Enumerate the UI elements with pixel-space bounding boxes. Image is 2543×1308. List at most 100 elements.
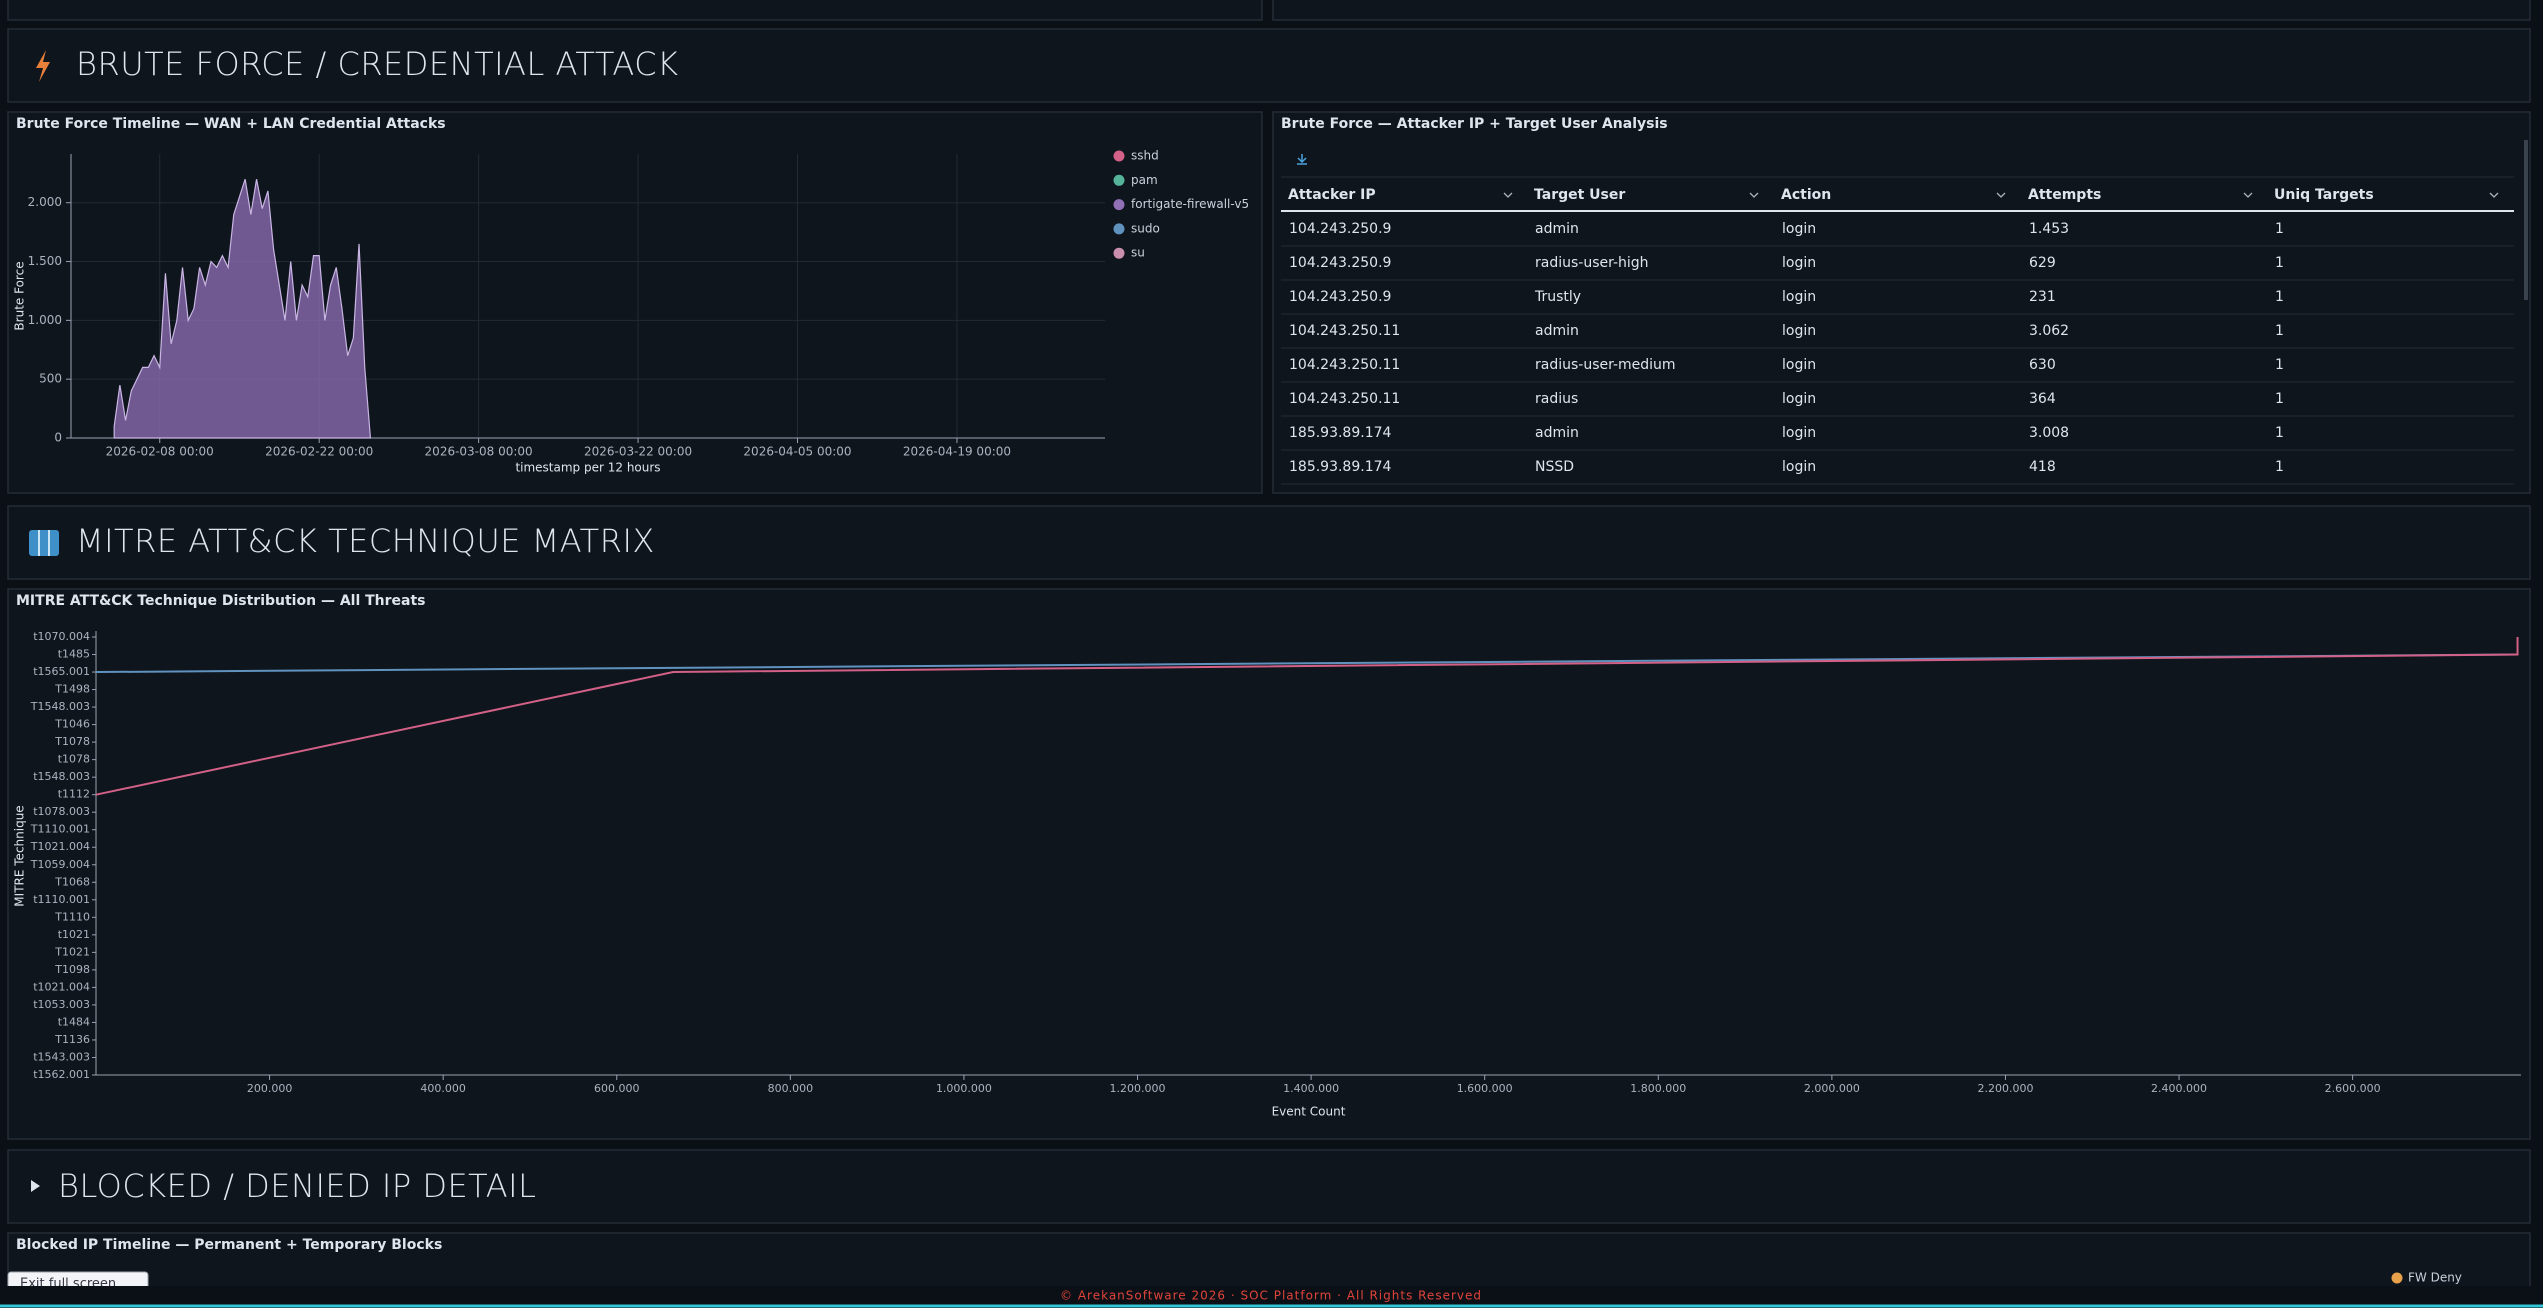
table-cell: 1 xyxy=(2275,459,2284,475)
table-cell: 1 xyxy=(2275,289,2284,305)
panel-title: MITRE ATT&CK Technique Distribution — Al… xyxy=(16,593,426,609)
x-tick-label: 800.000 xyxy=(768,1082,814,1095)
x-tick-label: 200.000 xyxy=(247,1082,293,1095)
y-tick-label: t1548.003 xyxy=(33,770,90,783)
legend-label: FW Deny xyxy=(2408,1271,2462,1285)
y-tick-label: T1021 xyxy=(54,945,90,958)
legend-label: fortigate-firewall-v5 xyxy=(1131,197,1249,211)
table-cell: login xyxy=(1782,357,1816,373)
section-title: BRUTE FORCE / CREDENTIAL ATTACK xyxy=(76,45,679,83)
x-tick-label: 2026-03-22 00:00 xyxy=(584,445,692,459)
section-title: MITRE ATT&CK TECHNIQUE MATRIX xyxy=(76,522,655,560)
column-header: Attempts xyxy=(2028,187,2101,203)
table-cell: 104.243.250.11 xyxy=(1289,391,1400,407)
panel-title: Brute Force Timeline — WAN + LAN Credent… xyxy=(16,116,446,132)
panel xyxy=(1272,0,2531,21)
table-cell: 364 xyxy=(2029,391,2056,407)
column-header: Uniq Targets xyxy=(2274,187,2374,203)
y-tick-label: T1136 xyxy=(54,1033,90,1046)
table-cell: login xyxy=(1782,425,1816,441)
x-axis-label: Event Count xyxy=(1272,1105,1346,1119)
map-icon-fold xyxy=(38,530,50,556)
x-tick-label: 2026-04-05 00:00 xyxy=(743,445,851,459)
map-icon xyxy=(29,530,59,556)
table-cell: admin xyxy=(1535,221,1579,237)
y-tick-label: T1068 xyxy=(54,875,90,888)
y-tick-label: T1548.003 xyxy=(30,700,90,713)
y-tick-label: T1110 xyxy=(54,910,90,923)
y-tick-label: T1046 xyxy=(54,718,90,731)
table-cell: 3.008 xyxy=(2029,425,2069,441)
download-icon[interactable] xyxy=(1297,154,1307,165)
footer-text: © ArekanSoftware 2026 · SOC Platform · A… xyxy=(1060,1289,1482,1303)
y-tick-label: T1078 xyxy=(54,735,90,748)
x-tick-label: 2026-02-08 00:00 xyxy=(106,445,214,459)
column-header: Attacker IP xyxy=(1288,187,1376,203)
y-tick-label: t1053.003 xyxy=(33,998,90,1011)
table-cell: 1 xyxy=(2275,255,2284,271)
table-cell: 104.243.250.9 xyxy=(1289,289,1391,305)
sort-chevron xyxy=(1503,192,1513,198)
y-tick-label: t1021.004 xyxy=(33,980,90,993)
table-cell: login xyxy=(1782,221,1816,237)
legend-marker xyxy=(2391,1272,2403,1284)
y-tick-label: 1.500 xyxy=(28,254,62,268)
y-axis-label: Brute Force xyxy=(13,261,27,330)
x-tick-label: 1.400.000 xyxy=(1283,1082,1339,1095)
table-cell: login xyxy=(1782,391,1816,407)
y-tick-label: T1110.001 xyxy=(30,823,90,836)
y-axis-label: MITRE Technique xyxy=(13,805,27,906)
table-cell: 1 xyxy=(2275,323,2284,339)
y-tick-label: t1021 xyxy=(58,928,90,941)
table-cell: login xyxy=(1782,255,1816,271)
x-tick-label: 2026-04-19 00:00 xyxy=(903,445,1011,459)
x-tick-label: 1.800.000 xyxy=(1630,1082,1686,1095)
panel-title: Brute Force — Attacker IP + Target User … xyxy=(1281,116,1668,132)
panel xyxy=(1272,111,2531,494)
footer xyxy=(0,1286,2543,1308)
legend-marker xyxy=(1113,150,1125,162)
table-cell: 104.243.250.9 xyxy=(1289,221,1391,237)
y-tick-label: t1562.001 xyxy=(33,1068,90,1081)
x-tick-label: 2.600.000 xyxy=(2325,1082,2381,1095)
y-tick-label: t1485 xyxy=(58,648,90,661)
y-tick-label: T1021.004 xyxy=(30,840,90,853)
table-cell: login xyxy=(1782,323,1816,339)
table-cell: 185.93.89.174 xyxy=(1289,425,1392,441)
sort-chevron xyxy=(1996,192,2006,198)
x-tick-label: 2026-03-08 00:00 xyxy=(425,445,533,459)
y-tick-label: T1098 xyxy=(54,963,90,976)
x-tick-label: 1.200.000 xyxy=(1110,1082,1166,1095)
table-cell: 1 xyxy=(2275,425,2284,441)
x-tick-label: 2.200.000 xyxy=(1977,1082,2033,1095)
legend-marker xyxy=(1113,247,1125,259)
table-cell: 3.062 xyxy=(2029,323,2069,339)
table-cell: 1 xyxy=(2275,391,2284,407)
x-tick-label: 2.400.000 xyxy=(2151,1082,2207,1095)
line xyxy=(95,637,2519,796)
section-header xyxy=(7,28,2531,103)
legend-label: pam xyxy=(1131,173,1158,187)
table-cell: radius-user-high xyxy=(1535,255,1649,271)
sort-chevron xyxy=(2489,192,2499,198)
table-cell: 1.453 xyxy=(2029,221,2069,237)
table-cell: 418 xyxy=(2029,459,2056,475)
y-tick-label: T1059.004 xyxy=(30,858,90,871)
table-cell: 104.243.250.9 xyxy=(1289,255,1391,271)
legend-label: sudo xyxy=(1131,221,1160,235)
legend-marker xyxy=(1113,174,1125,186)
y-tick-label: T1498 xyxy=(54,683,90,696)
y-tick-label: 2.000 xyxy=(28,195,62,209)
table-cell: 104.243.250.11 xyxy=(1289,323,1400,339)
scrollbar[interactable] xyxy=(2524,140,2528,300)
table-cell: 1 xyxy=(2275,221,2284,237)
y-tick-label: t1112 xyxy=(58,788,90,801)
expand-icon[interactable] xyxy=(31,1180,40,1192)
y-tick-label: t1565.001 xyxy=(33,665,90,678)
y-tick-label: 0 xyxy=(54,431,62,445)
x-axis-label: timestamp per 12 hours xyxy=(515,461,660,475)
legend-marker xyxy=(1113,199,1125,211)
sort-chevron xyxy=(1749,192,1759,198)
